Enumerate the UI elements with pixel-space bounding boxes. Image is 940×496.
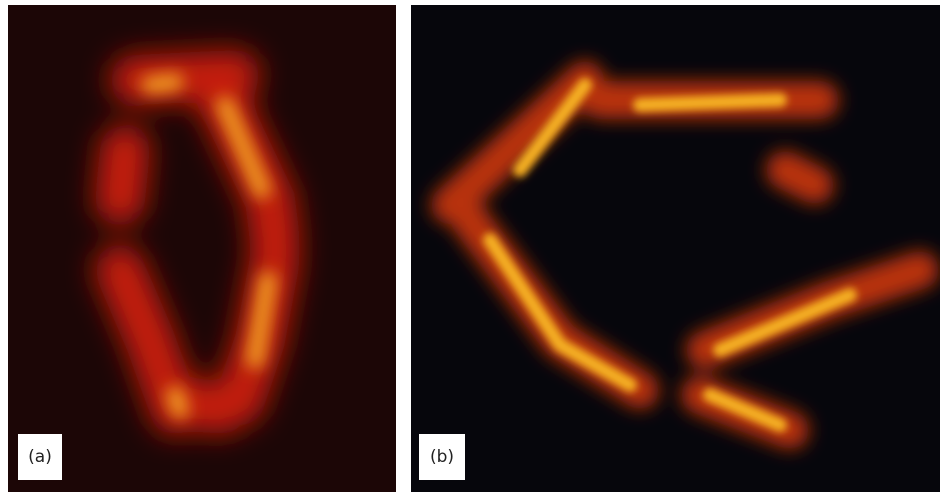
figure: (a) (b) xyxy=(0,0,940,496)
panel-label: (a) xyxy=(28,447,52,467)
panel-a-image xyxy=(8,5,396,492)
panel-label: (b) xyxy=(430,447,454,467)
panel-b-image xyxy=(411,5,940,492)
